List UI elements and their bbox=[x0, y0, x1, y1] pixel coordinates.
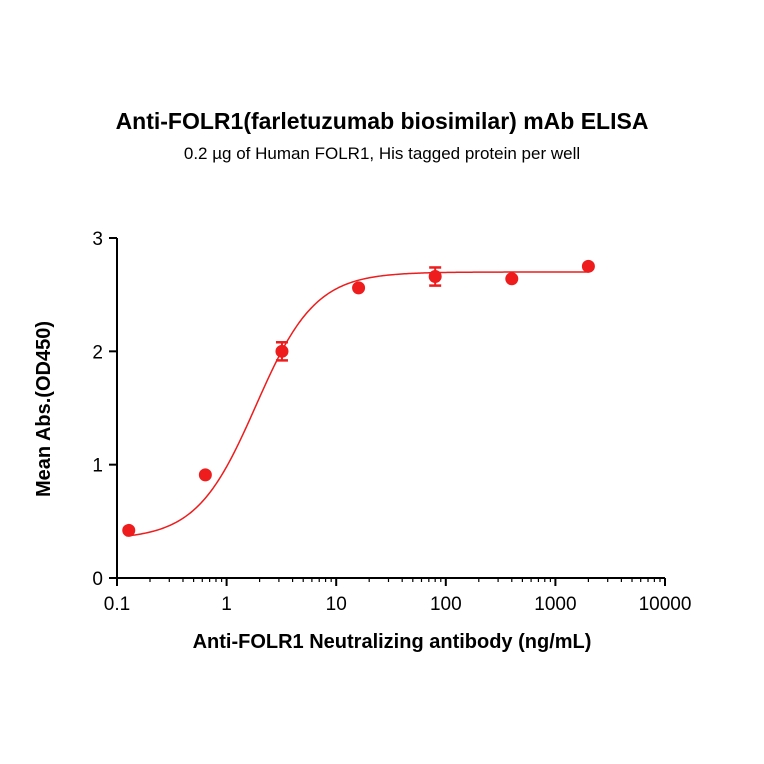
fit-curve bbox=[128, 271, 589, 537]
data-point bbox=[122, 523, 136, 537]
chart-subtitle: 0.2 µg of Human FOLR1, His tagged protei… bbox=[183, 144, 581, 163]
data-point bbox=[198, 468, 212, 482]
x-tick-label: 100 bbox=[430, 594, 462, 615]
chart-title: Anti-FOLR1(farletuzumab biosimilar) mAb … bbox=[115, 108, 649, 134]
x-tick-label: 1000 bbox=[534, 594, 576, 615]
x-axis-label: Anti-FOLR1 Neutralizing antibody (ng/mL) bbox=[193, 631, 592, 653]
data-point bbox=[428, 270, 442, 284]
x-tick-label: 0.1 bbox=[104, 594, 130, 615]
x-tick-label: 10000 bbox=[639, 594, 692, 615]
x-tick-label: 10 bbox=[326, 594, 347, 615]
data-point bbox=[352, 281, 366, 295]
y-axis-label: Mean Abs.(OD450) bbox=[33, 321, 55, 497]
data-point bbox=[275, 344, 289, 358]
x-tick-label: 1 bbox=[221, 594, 232, 615]
y-tick-label: 1 bbox=[92, 456, 103, 477]
y-tick-label: 0 bbox=[92, 569, 103, 590]
y-tick-label: 2 bbox=[92, 342, 103, 363]
y-tick-label: 3 bbox=[92, 229, 103, 250]
data-point bbox=[581, 259, 595, 273]
data-point bbox=[505, 272, 519, 286]
